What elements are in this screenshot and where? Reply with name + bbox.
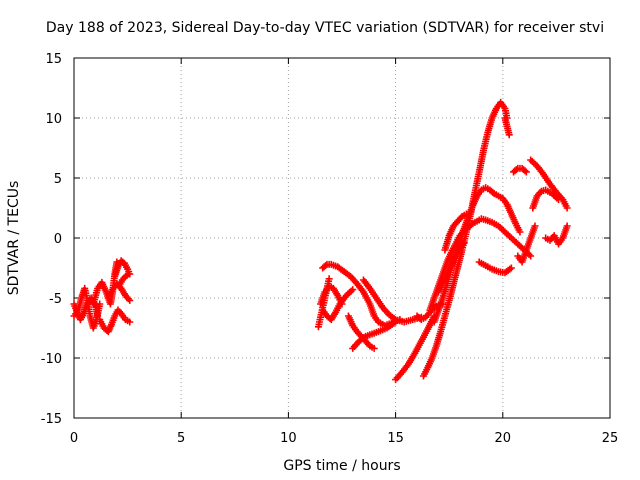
tick-labels: 0 5 10 15 20 25 -15 -10 -5 0 5 10 15 <box>41 52 619 446</box>
data-track-16 <box>413 300 447 324</box>
data-track-14 <box>359 276 425 326</box>
data-points <box>70 98 571 384</box>
data-track-24 <box>510 164 530 176</box>
chart-title: Day 188 of 2023, Sidereal Day-to-day VTE… <box>46 20 604 36</box>
data-point-marker <box>555 196 563 204</box>
y-axis-label: SDTVAR / TECUs <box>6 181 22 296</box>
data-point-marker <box>505 131 513 139</box>
data-track-25 <box>514 222 539 266</box>
y-tick-label: 15 <box>45 52 62 67</box>
data-track-15 <box>392 312 438 384</box>
data-point-marker <box>512 166 520 174</box>
data-point-marker <box>521 167 529 175</box>
data-track-4 <box>96 306 134 336</box>
data-point-marker <box>531 222 539 230</box>
data-track-28 <box>542 222 571 248</box>
data-point-marker <box>462 210 470 218</box>
data-track-21 <box>441 210 470 254</box>
x-tick-label: 10 <box>280 431 297 446</box>
data-point-marker <box>126 318 134 326</box>
axis-ticks <box>73 57 611 419</box>
data-point-marker <box>325 275 333 283</box>
data-track-26 <box>527 156 571 212</box>
data-track-13 <box>349 318 400 352</box>
data-point-marker <box>322 262 330 270</box>
data-point-marker <box>460 239 468 247</box>
data-point-marker <box>563 222 571 230</box>
x-tick-label: 25 <box>602 431 619 446</box>
data-point-marker <box>126 296 134 304</box>
x-axis-label: GPS time / hours <box>283 458 400 474</box>
data-point-marker <box>507 264 515 272</box>
data-point-marker <box>125 270 133 278</box>
y-tick-label: 5 <box>54 172 62 187</box>
data-track-22 <box>475 258 515 277</box>
data-track-23 <box>501 114 513 139</box>
data-track-7 <box>115 270 133 290</box>
x-tick-label: 15 <box>387 431 404 446</box>
data-point-marker <box>94 312 102 320</box>
data-point-marker <box>563 204 571 212</box>
data-track-11 <box>319 260 404 330</box>
data-point-marker <box>522 168 530 176</box>
y-tick-label: -15 <box>41 412 62 427</box>
x-tick-label: 0 <box>70 431 78 446</box>
data-track-27 <box>529 186 563 212</box>
y-tick-label: -10 <box>41 352 62 367</box>
y-tick-label: -5 <box>49 292 62 307</box>
x-tick-label: 5 <box>177 431 185 446</box>
data-track-2 <box>70 294 102 324</box>
data-track-10 <box>319 286 357 324</box>
data-track-17 <box>419 98 511 380</box>
data-point-marker <box>349 286 357 294</box>
data-point-marker <box>527 252 535 260</box>
data-point-marker <box>516 228 524 236</box>
data-point-marker <box>370 344 378 352</box>
y-tick-label: 0 <box>54 232 62 247</box>
x-tick-label: 20 <box>495 431 512 446</box>
data-point-marker <box>489 188 497 196</box>
y-tick-label: 10 <box>45 112 62 127</box>
data-track-20 <box>434 239 468 296</box>
data-track-19 <box>430 184 524 326</box>
